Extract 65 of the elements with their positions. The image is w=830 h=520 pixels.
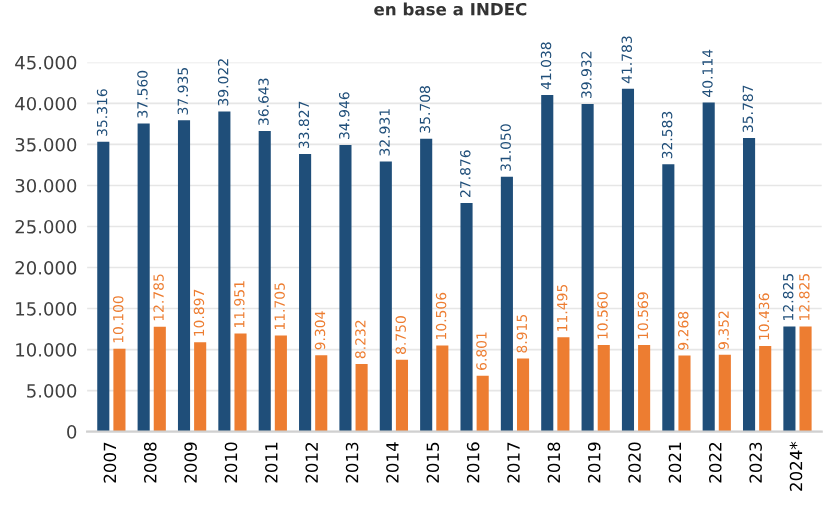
x-tick-label: 2024* [789,441,803,491]
bar [541,94,554,432]
bar [113,348,126,432]
y-tick-label: 0 [67,425,77,439]
x-tick-label: 2014 [386,442,399,483]
y-tick-label: 30.000 [15,178,77,193]
y-tick-label: 10.000 [16,343,77,357]
bar [379,161,392,432]
y-tick-label: 20.000 [15,260,77,275]
bar [218,111,231,432]
y-tick-label: 15.000 [16,301,77,316]
x-tick-label: 2017 [507,442,520,483]
y-tick-label: 5.000 [27,384,77,398]
bar [274,335,287,432]
x-tick-label: 2018 [547,442,561,483]
bar [97,141,110,432]
x-tick-label: 2020 [628,442,641,483]
bar [420,138,433,432]
bar [516,358,530,432]
x-tick-label: 2012 [305,442,318,483]
y-tick-label: 40.000 [15,96,77,111]
bar [395,359,409,432]
bar [234,333,247,432]
y-tick-label: 35.000 [15,137,77,152]
bar [153,326,166,432]
bar [783,326,796,432]
bar [355,364,368,432]
x-tick-label: 2013 [345,442,359,483]
bar [799,326,812,432]
bar [662,164,675,432]
bar [743,137,756,432]
bar [315,355,328,432]
x-tick-label: 2016 [466,442,480,483]
x-tick-label: 2009 [184,442,197,483]
y-tick-label: 45.000 [15,55,77,70]
bar [718,354,731,432]
bar [621,88,635,432]
x-tick-label: 2015 [426,442,440,483]
x-tick-label: 2022 [708,442,722,483]
x-tick-label: 2008 [143,442,157,483]
bar [759,345,772,432]
bar [702,102,715,432]
bar [557,337,570,432]
bar [137,123,150,432]
bar [597,344,610,432]
bar [638,344,651,432]
bar [500,176,513,432]
bar [436,345,449,432]
x-tick-label: 2010 [224,442,238,483]
bar [258,130,271,432]
bar [339,144,352,432]
bar [581,103,594,432]
x-tick-label: 2007 [103,442,117,483]
x-tick-label: 2021 [668,442,682,483]
bar [678,355,691,432]
bar [460,202,473,432]
y-tick-label: 25.000 [15,219,77,234]
bar [476,375,489,432]
x-tick-label: 2023 [749,442,762,483]
text: en base a INDEC [374,2,527,16]
bar [299,154,312,432]
x-tick-label: 2019 [587,442,601,483]
bar [194,342,207,432]
x-tick-label: 2011 [265,442,278,483]
bar [177,120,191,432]
